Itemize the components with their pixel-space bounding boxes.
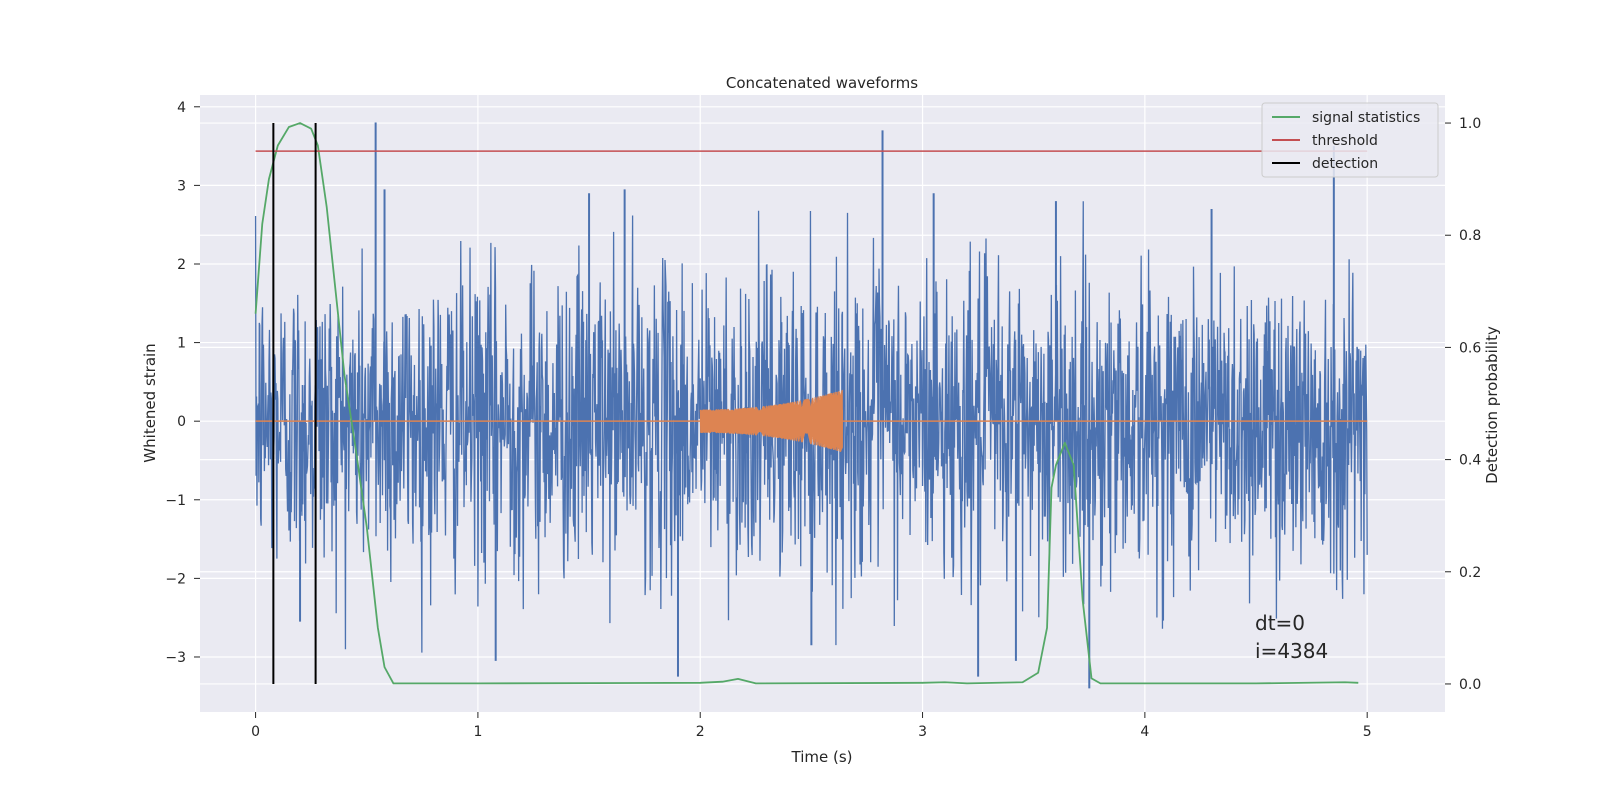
y-tick-label: 2 bbox=[177, 257, 186, 273]
x-tick-label: 4 bbox=[1140, 724, 1149, 740]
signal-statistics-line bbox=[254, 122, 1359, 685]
legend: signal statistics threshold detection bbox=[1261, 102, 1439, 178]
chirp-line bbox=[699, 389, 844, 452]
y-tick-label: −3 bbox=[165, 650, 186, 666]
y-tick-label: 4 bbox=[177, 100, 186, 116]
legend-box bbox=[1261, 102, 1439, 178]
x-tick-label: 3 bbox=[918, 724, 927, 740]
x-tick-label: 1 bbox=[473, 724, 482, 740]
x-tick-label: 0 bbox=[251, 724, 260, 740]
y-axis-label: Whitened strain bbox=[141, 343, 159, 462]
y2-tick-label: 0.4 bbox=[1459, 453, 1481, 469]
x-tick-label: 2 bbox=[696, 724, 705, 740]
y-tick-label: 0 bbox=[177, 414, 186, 430]
legend-label: threshold bbox=[1312, 133, 1378, 149]
x-tick-label: 5 bbox=[1363, 724, 1372, 740]
y-tick-label: −1 bbox=[165, 493, 186, 509]
y2-tick-label: 1.0 bbox=[1459, 116, 1481, 132]
axis-ticks: 0 1 2 3 4 5 −3 −2 −1 0 1 2 3 4 0.0 0.2 0.4 0.6 0.8 1.0 bbox=[165, 100, 1481, 740]
right-axis-series bbox=[254, 122, 1368, 685]
y2-tick-label: 0.6 bbox=[1459, 340, 1481, 356]
legend-label: signal statistics bbox=[1312, 110, 1420, 126]
annotation-dt: dt=0 bbox=[1255, 611, 1305, 635]
annotation-index: i=4384 bbox=[1255, 639, 1328, 663]
y-tick-label: −2 bbox=[165, 571, 186, 587]
y2-axis-label: Detection probability bbox=[1483, 326, 1501, 484]
chirp-series bbox=[255, 389, 1368, 452]
noise-series bbox=[254, 122, 1368, 689]
x-axis-label: Time (s) bbox=[791, 748, 853, 766]
y2-tick-label: 0.2 bbox=[1459, 565, 1481, 581]
annotation: dt=0 i=4384 bbox=[1255, 611, 1328, 663]
chart-title: Concatenated waveforms bbox=[726, 74, 918, 92]
y-tick-label: 3 bbox=[177, 178, 186, 194]
y2-tick-label: 0.8 bbox=[1459, 228, 1481, 244]
legend-label: detection bbox=[1312, 156, 1378, 172]
y2-tick-label: 0.0 bbox=[1459, 677, 1481, 693]
y-tick-label: 1 bbox=[177, 336, 186, 352]
